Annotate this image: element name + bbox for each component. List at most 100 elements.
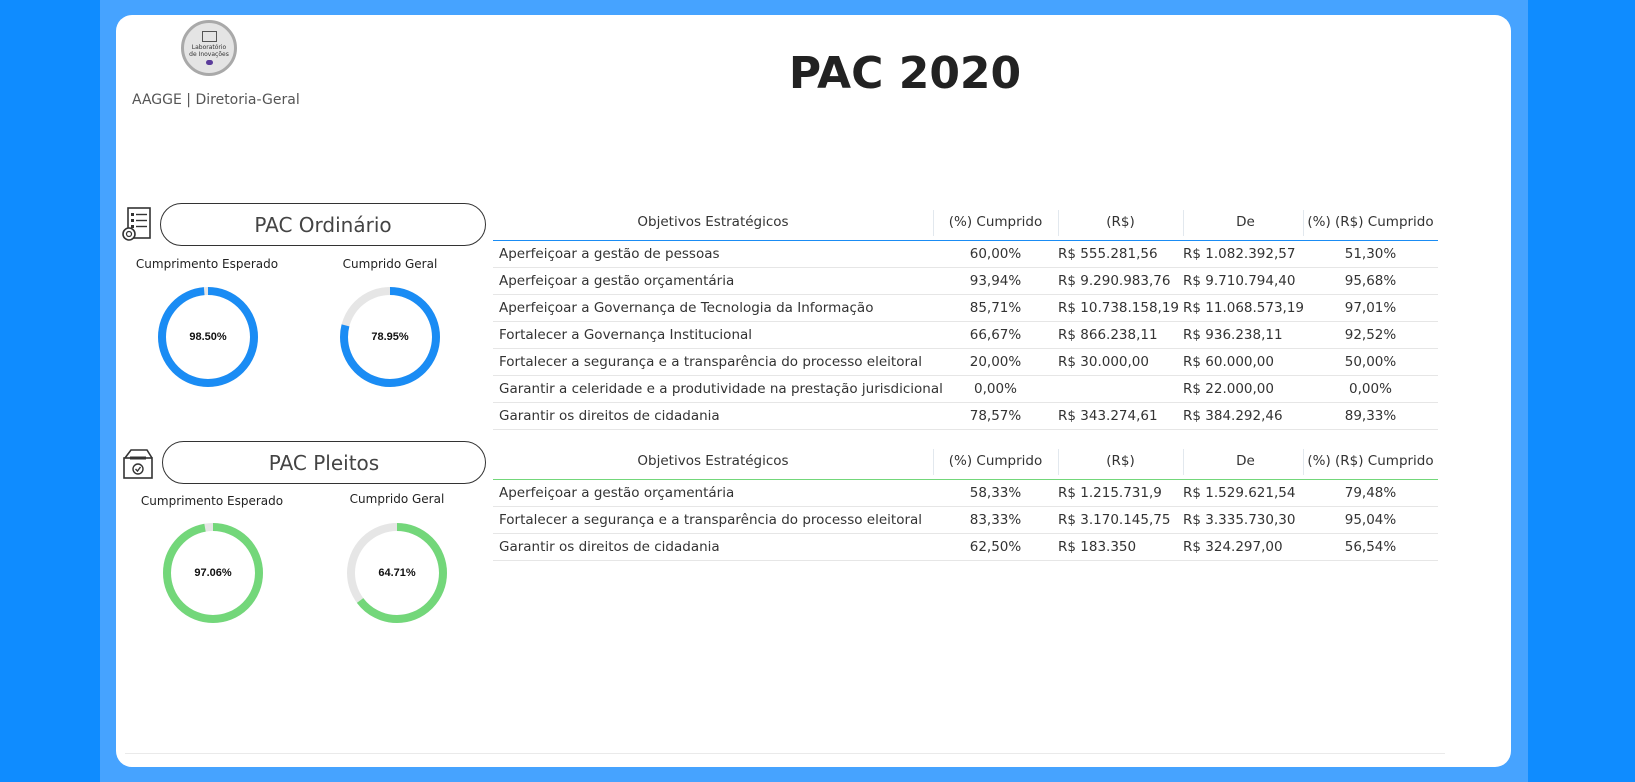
table-row[interactable]: Aperfeiçoar a gestão de pessoas 60,00% R$ … [493, 241, 1438, 268]
table-row[interactable]: Fortalecer a segurança e a transparência… [493, 507, 1438, 534]
logo-text-line-1: Laboratório [191, 44, 227, 51]
gauge-cumprimento-esperado: 97.06% [158, 518, 268, 628]
column-separator [1058, 210, 1059, 236]
gauge-value: 78.95% [371, 331, 409, 343]
table-cell: R$ 1.529.621,54 [1183, 485, 1296, 501]
page-title: PAC 2020 [788, 48, 1022, 99]
table-cell: Aperfeiçoar a gestão orçamentária [499, 273, 735, 289]
gauge-label-cumprido-geral: Cumprido Geral [342, 257, 438, 271]
ballot-box-icon [123, 449, 153, 479]
table-cell: 62,50% [969, 539, 1022, 555]
table-cell: Garantir a celeridade e a produtividade … [499, 381, 943, 397]
table-cell: R$ 9.290.983,76 [1058, 273, 1171, 289]
table-row[interactable]: Garantir os direitos de cidadania 78,57% R… [493, 403, 1438, 430]
table-cell: 83,33% [969, 512, 1022, 528]
table-cell: 89,33% [1344, 408, 1397, 424]
table-row[interactable]: Aperfeiçoar a gestão orçamentária 58,33% R… [493, 480, 1438, 507]
column-header[interactable]: (R$) [1106, 453, 1135, 469]
gauge-value: 98.50% [189, 331, 227, 343]
table-cell [1058, 376, 1183, 402]
table-cell: R$ 555.281,56 [1058, 246, 1158, 262]
gauge-cumprido-geral: 64.71% [342, 518, 452, 628]
table-row[interactable]: Garantir a celeridade e a produtividade … [493, 376, 1438, 403]
column-separator [933, 449, 934, 475]
column-header[interactable]: (R$) [1106, 214, 1135, 230]
gauge-arc [347, 523, 447, 623]
table-cell: R$ 3.170.145,75 [1058, 512, 1171, 528]
table-cell: 0,00% [1349, 381, 1392, 397]
gauge-label-cumprido-geral: Cumprido Geral [349, 492, 445, 506]
table-cell: Fortalecer a segurança e a transparência… [499, 512, 923, 528]
table-cell: R$ 324.297,00 [1183, 539, 1283, 555]
gauge-arc [158, 287, 258, 387]
footer-divider [125, 753, 1445, 754]
gauge-arc [340, 287, 440, 387]
table-cell: Garantir os direitos de cidadania [499, 539, 720, 555]
logo-mark-icon [201, 31, 217, 42]
column-header[interactable]: (%) (R$) Cumprido [1307, 214, 1434, 230]
table-cell: R$ 384.292,46 [1183, 408, 1283, 424]
gauge-value: 64.71% [378, 567, 416, 579]
column-header[interactable]: (%) Cumprido [948, 214, 1043, 230]
table-cell: Aperfeiçoar a Governança de Tecnologia d… [499, 300, 874, 316]
gauge-cumprimento-esperado: 98.50% [153, 282, 263, 392]
column-separator [933, 210, 934, 236]
table-cell: 78,57% [969, 408, 1022, 424]
table-cell: 66,67% [969, 327, 1022, 343]
report-card [116, 15, 1511, 767]
column-header[interactable]: (%) Cumprido [948, 453, 1043, 469]
table-cell: R$ 1.215.731,9 [1058, 485, 1162, 501]
column-header[interactable]: (%) (R$) Cumprido [1307, 453, 1434, 469]
table-row[interactable]: Aperfeiçoar a gestão orçamentária 93,94% R… [493, 268, 1438, 295]
gauge-arc [163, 523, 263, 623]
column-separator [1183, 210, 1184, 236]
table-pac-ordinario: Objetivos Estratégicos (%) Cumprido (R$) De… [493, 204, 1438, 430]
table-cell: Aperfeiçoar a gestão orçamentária [499, 485, 735, 501]
table-cell: Aperfeiçoar a gestão de pessoas [499, 246, 720, 262]
column-separator [1183, 449, 1184, 475]
gauge-ring [347, 523, 447, 623]
column-separator [1303, 449, 1304, 475]
table-cell: 95,04% [1344, 512, 1397, 528]
gauge-ring [163, 523, 263, 623]
column-header[interactable]: De [1236, 214, 1255, 230]
column-separator [1303, 210, 1304, 236]
gauge-label-cumprimento-esperado: Cumprimento Esperado [140, 494, 284, 508]
column-header[interactable]: De [1236, 453, 1255, 469]
column-header[interactable]: Objetivos Estratégicos [637, 453, 789, 469]
table-row[interactable]: Garantir os direitos de cidadania 62,50% R… [493, 534, 1438, 561]
gauge-ring [158, 287, 258, 387]
lab-logo: Laboratório de Inovações [181, 20, 237, 76]
table-cell: 85,71% [969, 300, 1022, 316]
logo-dot-icon [205, 60, 213, 65]
table-cell: 93,94% [969, 273, 1022, 289]
section-title-pac-ordinario: PAC Ordinário [160, 203, 486, 246]
table-row[interactable]: Fortalecer a Governança Institucional 66,… [493, 322, 1438, 349]
table-cell: Fortalecer a segurança e a transparência… [499, 354, 923, 370]
gauge-cumprido-geral: 78.95% [335, 282, 445, 392]
table-cell: R$ 343.274,61 [1058, 408, 1158, 424]
gauge-label-cumprimento-esperado: Cumprimento Esperado [135, 257, 279, 271]
table-cell: R$ 22.000,00 [1183, 381, 1274, 397]
org-name: AAGGE | Diretoria-Geral [132, 92, 300, 108]
table-cell: Fortalecer a Governança Institucional [499, 327, 753, 343]
table-row[interactable]: Aperfeiçoar a Governança de Tecnologia d… [493, 295, 1438, 322]
table-cell: Garantir os direitos de cidadania [499, 408, 720, 424]
gauge-value: 97.06% [194, 567, 232, 579]
section-title-pac-pleitos: PAC Pleitos [162, 441, 486, 484]
table-cell: R$ 9.710.794,40 [1183, 273, 1296, 289]
gauge-ring [340, 287, 440, 387]
table-cell: 51,30% [1344, 246, 1397, 262]
table-cell: R$ 10.738.158,19 [1058, 300, 1180, 316]
table-cell: 20,00% [969, 354, 1022, 370]
checklist-document-icon [122, 207, 151, 241]
column-separator [1058, 449, 1059, 475]
table-header: Objetivos Estratégicos (%) Cumprido (R$) De… [493, 443, 1438, 480]
table-cell: 79,48% [1344, 485, 1397, 501]
table-cell: 56,54% [1344, 539, 1397, 555]
table-cell: 58,33% [969, 485, 1022, 501]
table-row[interactable]: Fortalecer a segurança e a transparência… [493, 349, 1438, 376]
table-cell: R$ 30.000,00 [1058, 354, 1149, 370]
column-header[interactable]: Objetivos Estratégicos [637, 214, 789, 230]
table-cell: 95,68% [1344, 273, 1397, 289]
